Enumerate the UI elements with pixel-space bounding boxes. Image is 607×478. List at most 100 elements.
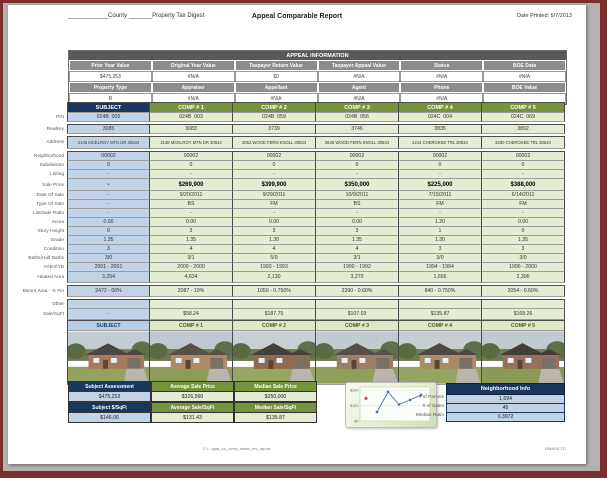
table-cell: 3/0 xyxy=(482,254,565,263)
appeal-header-cell: BOE Data xyxy=(483,60,566,71)
table-cell: 3085 xyxy=(67,124,150,134)
table-cell: 024C 004 xyxy=(399,113,482,122)
neighborhood-info-values: 1,694 45 0.3972 xyxy=(446,395,565,422)
neighborhood-info-table: Neighborhood Info 1,694 45 0.3972 xyxy=(446,383,565,422)
table-cell: $350,000 xyxy=(316,179,399,191)
column-header-comp-2: COMP # 2 xyxy=(233,102,316,113)
table-cell: 2087 - 10% xyxy=(150,285,233,297)
table-cell: 1.35 xyxy=(67,236,150,245)
table-cell: 0.00 xyxy=(67,218,150,227)
table-cell: 3 xyxy=(233,227,316,236)
comp1-house-photo-image xyxy=(150,331,232,384)
table-row-listing: Listing - - - - - - xyxy=(9,170,565,179)
table-cell: 024B 003 xyxy=(150,113,233,122)
summary-value-cell: $131.43 xyxy=(151,412,234,423)
row-label: Address xyxy=(46,140,64,145)
table-cell: 0.00 xyxy=(233,218,316,227)
svg-text:$200: $200 xyxy=(350,388,358,392)
table-cell: 2001 - 2001 xyxy=(67,263,150,272)
svg-text:$100: $100 xyxy=(350,404,358,408)
summary-header-row-2: Subject $/SqFt Average Sale/SqFt Median Sa… xyxy=(68,402,317,412)
appeal-header-cell: Taxpayer Return Value xyxy=(234,60,318,71)
neighborhood-info-title: Neighborhood Info xyxy=(446,383,565,395)
appeal-header-cell: BOE Value xyxy=(483,82,566,93)
table-cell: 0.00 xyxy=(482,218,565,227)
table-cell: 1994 - 1994 xyxy=(399,263,482,272)
table-cell: 0 xyxy=(67,161,150,170)
table-cell: 3 xyxy=(150,227,233,236)
row-label: Listing xyxy=(50,172,64,177)
summary-header-cell: Average Sale Price xyxy=(151,381,234,391)
table-cell: - xyxy=(67,191,150,200)
table-cell: 0 xyxy=(399,161,482,170)
table-cell: 1.35 xyxy=(316,236,399,245)
photo-column-header: COMP # 1 xyxy=(150,320,233,331)
table-cell: - xyxy=(482,170,565,179)
table-cell: - xyxy=(316,209,399,218)
table-cell: BS xyxy=(150,200,233,209)
table-cell: 3083 xyxy=(150,124,233,134)
table-cell: 10/9/2011 xyxy=(316,191,399,200)
table-cell: 5/0 xyxy=(233,254,316,263)
summary-header-cell: Median Sale/SqFt xyxy=(234,402,317,412)
table-row-story-height: Story Height 0 3 3 3 1 0 xyxy=(9,227,565,236)
table-cell xyxy=(67,299,150,309)
appeal-value-cell: #N/A xyxy=(151,71,235,82)
table-cell: 00002 xyxy=(233,151,316,161)
column-header-subject: SUBJECT xyxy=(67,102,150,113)
table-cell: 0 xyxy=(316,161,399,170)
row-label xyxy=(9,331,67,385)
table-row-bsmnt-area-fin: Bsmnt Area - % Fin 2472 - 00% 2087 - 10% 10… xyxy=(9,285,565,297)
summary-block: Subject Assessment Average Sale Price Medi… xyxy=(68,381,317,423)
comp2-house-photo-image xyxy=(233,331,315,384)
table-cell: 024B 056 xyxy=(316,113,399,122)
table-cell: 3/0 xyxy=(67,254,150,263)
appeal-header-cell: Agent xyxy=(317,82,401,93)
row-label: Condition xyxy=(43,247,64,252)
table-cell: $168.26 xyxy=(482,309,565,320)
comp4-house-photo xyxy=(399,331,482,385)
table-cell: 1.35 xyxy=(150,236,233,245)
table-cell: 00002 xyxy=(150,151,233,161)
column-header-comp-4: COMP # 4 xyxy=(399,102,482,113)
table-cell: 3835 xyxy=(399,124,482,134)
table-cell: 0 xyxy=(482,227,565,236)
row-label: Acres xyxy=(51,220,64,225)
summary-header-cell: Median Sale Price xyxy=(234,381,317,391)
photo-column-header: COMP # 2 xyxy=(233,320,316,331)
table-cell: 1050 - 0.750% xyxy=(233,285,316,297)
table-cell xyxy=(399,299,482,309)
table-row-pin: PIN 024B 005 024B 003 024B 059 024B 056 024C … xyxy=(9,113,565,122)
table-row-date-of-sale: Date Of Sale -9/20/2011 9/29/2011 10/9/2011… xyxy=(9,191,565,200)
svg-text:$0: $0 xyxy=(354,419,358,423)
row-label: Date Of Sale xyxy=(36,193,64,198)
appeal-value-cell: #N/A xyxy=(317,71,401,82)
table-cell: 6/14/2011 xyxy=(482,191,565,200)
neighborhood-row-label: Median Ratio xyxy=(415,413,444,418)
table-cell: - xyxy=(233,170,316,179)
table-row-ayb-eyb: AYB-EYB 2001 - 2001 2000 - 2000 1993 - 1993… xyxy=(9,263,565,272)
row-label: Grade xyxy=(50,238,64,243)
table-cell: 3/1 xyxy=(150,254,233,263)
row-label: Heated Area xyxy=(37,275,64,280)
comp2-house-photo xyxy=(233,331,316,385)
appeal-value-row-1: $475,253 #N/A $0 #N/A #N/A #N/A xyxy=(69,71,566,82)
chart-canvas: $200 $100 $0 xyxy=(350,386,431,423)
appeal-value-cell: $0 xyxy=(234,71,318,82)
county-digest-line: ____________County _______Property Tax D… xyxy=(68,13,204,19)
subject-house-photo-image xyxy=(68,331,149,384)
table-cell: 2214 CHEROKEE TRL 30534 xyxy=(399,136,482,149)
table-cell: 2138 MCELROY MTN DR 30534 xyxy=(150,136,233,149)
table-cell: 1.30 xyxy=(399,236,482,245)
appeal-header-cell: Prior Year Value xyxy=(69,60,152,71)
page-title: Appeal Comparable Report xyxy=(251,13,343,20)
appeal-header-cell: Taxpayer Appeal Value xyxy=(317,60,401,71)
table-row-realkey: Realkey 3085 3083 3739 3746 3835 3892 xyxy=(9,124,565,134)
table-cell: - xyxy=(150,209,233,218)
table-cell: 1.35 xyxy=(482,236,565,245)
subject-house-photo xyxy=(67,331,150,385)
table-cell: - xyxy=(482,209,565,218)
